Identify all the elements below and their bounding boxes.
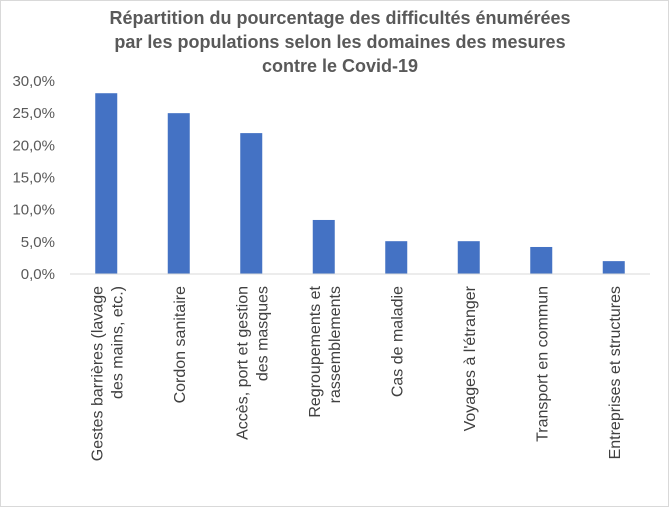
y-tick-label: 15,0%: [12, 170, 55, 187]
y-axis: 0,0% 5,0% 10,0% 15,0% 20,0% 25,0% 30,0%: [12, 73, 55, 283]
y-tick-label: 5,0%: [21, 234, 55, 251]
bar: [312, 219, 335, 274]
y-tick-label: 0,0%: [21, 266, 55, 283]
chart-title: Répartition du pourcentage des difficult…: [60, 6, 620, 78]
bar: [602, 261, 625, 274]
bar: [457, 241, 480, 274]
bar: [167, 113, 190, 275]
chart-title-line-1: Répartition du pourcentage des difficult…: [109, 8, 571, 28]
x-tick-label: Voyages à l'étranger: [462, 285, 479, 431]
bar: [95, 93, 118, 275]
x-tick-label: des masques: [254, 286, 271, 381]
chart-title-line-2: par les populations selon les domaines d…: [114, 32, 566, 52]
y-tick-label: 30,0%: [12, 73, 55, 90]
x-tick-label: Cordon sanitaire: [172, 286, 189, 404]
x-tick-label: Regroupements et: [307, 285, 324, 417]
x-tick-label: Entreprises et structures: [607, 286, 624, 459]
y-tick-label: 20,0%: [12, 137, 55, 154]
y-tick-label: 25,0%: [12, 105, 55, 122]
bar: [240, 133, 263, 274]
bar: [385, 241, 408, 274]
x-axis-labels: Gestes barrières (lavage des mains, etc.)…: [89, 285, 624, 461]
x-tick-label: Gestes barrières (lavage: [89, 286, 106, 461]
y-tick-label: 10,0%: [12, 202, 55, 219]
x-tick-label: des mains, etc.): [109, 286, 126, 399]
bar: [530, 246, 553, 274]
x-tick-label: Cas de maladie: [389, 286, 406, 397]
chart-title-line-3: contre le Covid-19: [261, 56, 419, 76]
bars: [95, 93, 625, 275]
x-tick-label: Accès, port et gestion: [234, 286, 251, 440]
x-tick-label: Transport en commun: [534, 286, 551, 442]
x-tick-label: rassemblements: [327, 286, 344, 403]
